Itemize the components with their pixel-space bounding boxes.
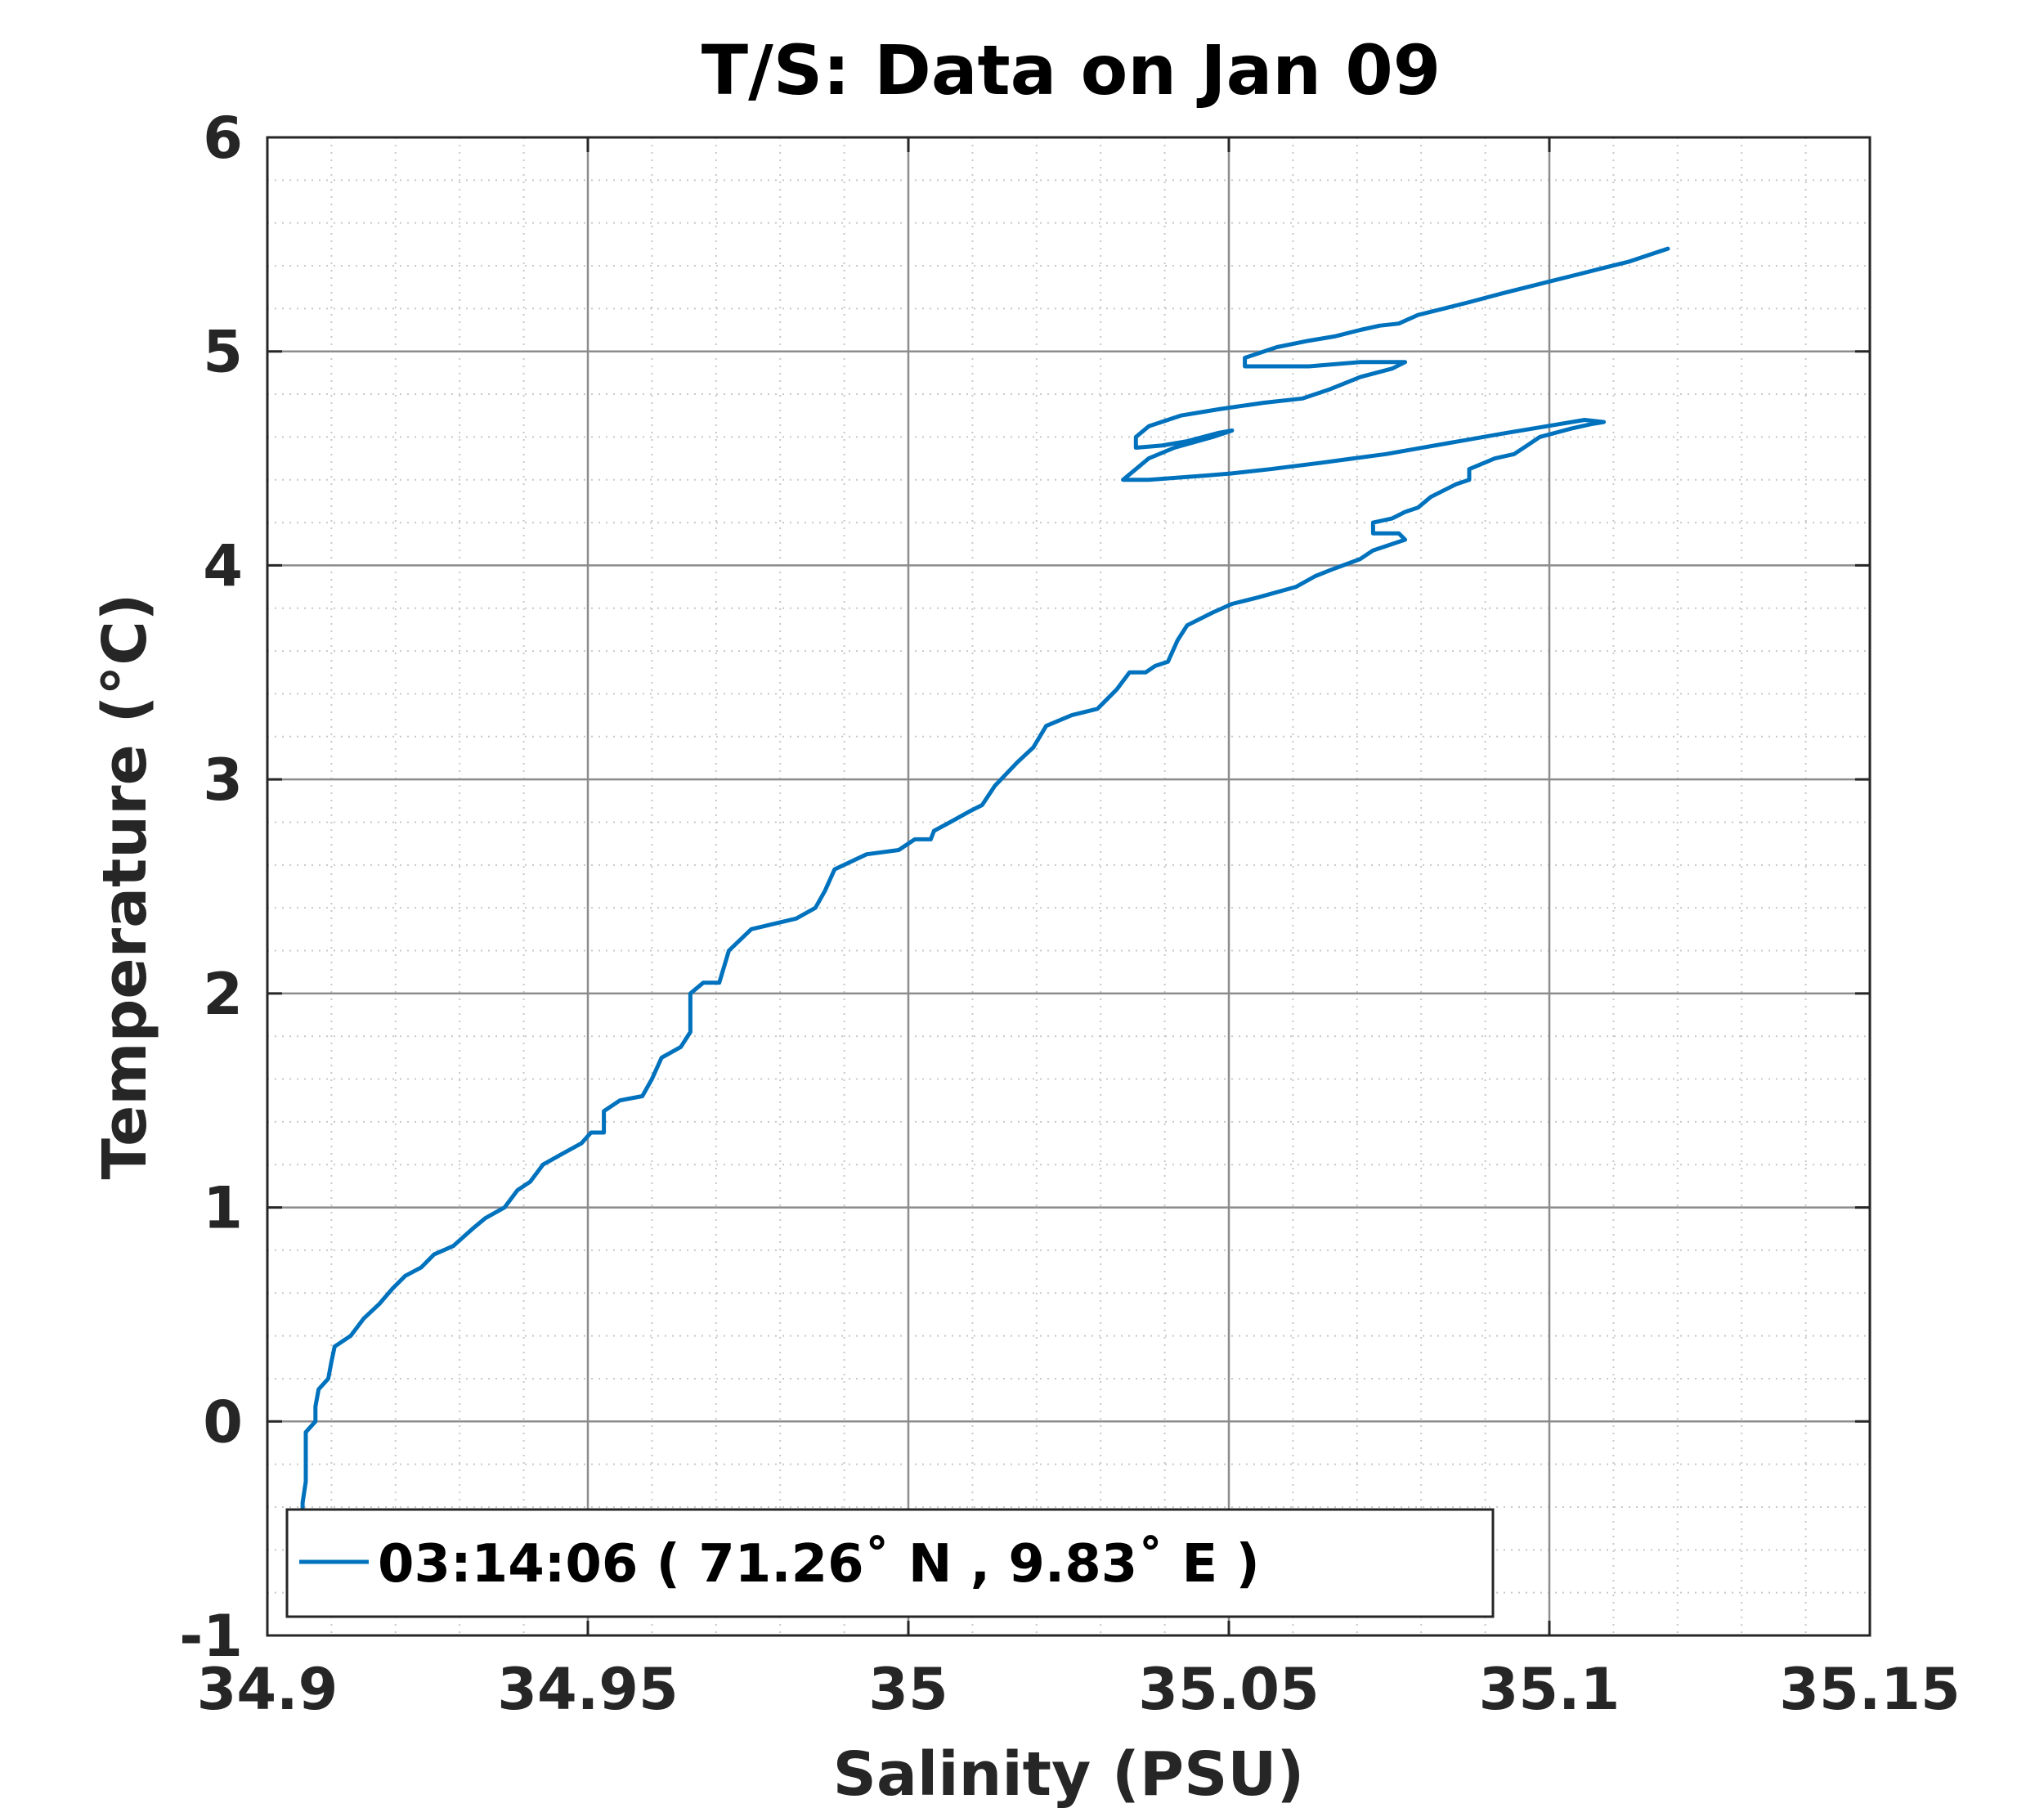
y-tick-label: 6 (203, 105, 243, 172)
x-tick-label: 35.1 (1479, 1656, 1620, 1723)
y-tick-label: -1 (179, 1603, 243, 1670)
y-tick-label: 0 (203, 1389, 243, 1456)
legend-entry: 03:14:06 ( 71.26˚ N , 9.83˚ E ) (378, 1534, 1260, 1595)
y-tick-label: 5 (203, 319, 243, 386)
x-tick-label: 35.05 (1138, 1656, 1319, 1723)
series-layer (300, 246, 1670, 1520)
x-tick-labels: 34.9 34.95 35 35.05 35.1 35.15 (197, 1656, 1961, 1723)
legend: 03:14:06 ( 71.26˚ N , 9.83˚ E ) (285, 1508, 1495, 1618)
tick-marks (266, 136, 1871, 1637)
y-tick-labels: -1 0 1 2 3 4 5 6 (179, 105, 243, 1670)
x-axis-title: Salinity (PSU) (833, 1739, 1305, 1810)
series-line (300, 246, 1670, 1520)
x-tick-label: 34.95 (497, 1656, 678, 1723)
y-tick-label: 4 (203, 532, 243, 599)
y-axis-title: Temperature (°C) (90, 594, 160, 1180)
plot-area (267, 137, 1870, 1635)
y-tick-label: 1 (203, 1175, 243, 1242)
legend-box (285, 1508, 1495, 1618)
x-tick-label: 35.15 (1779, 1656, 1960, 1723)
y-tick-label: 2 (203, 961, 243, 1028)
plot-frame (266, 136, 1871, 1637)
chart-title: T/S: Data on Jan 09 (702, 30, 1441, 110)
y-tick-label: 3 (203, 747, 243, 814)
x-tick-label: 34.9 (197, 1656, 338, 1723)
x-tick-label: 35 (868, 1656, 948, 1723)
